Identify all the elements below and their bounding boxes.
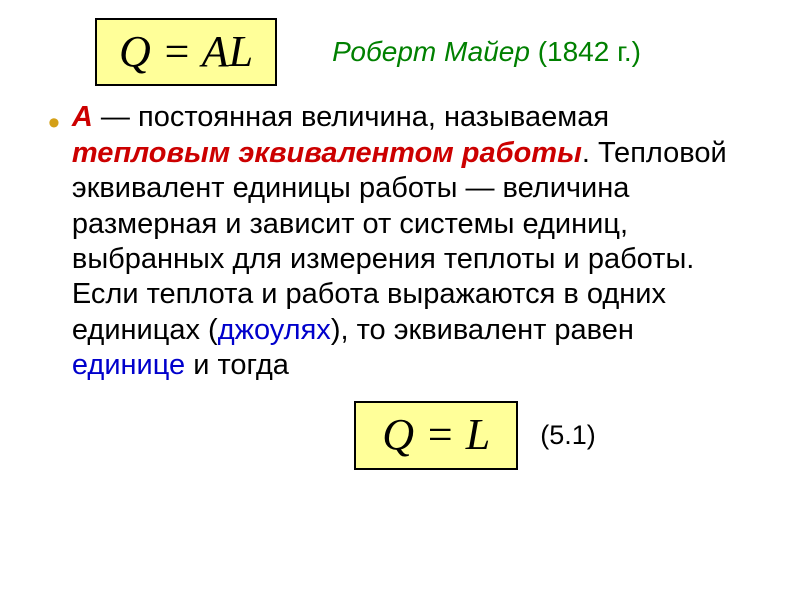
formula-q-equals-l: Q = L xyxy=(354,401,518,469)
formula-q-equals-al: Q = AL xyxy=(95,18,277,86)
bullet-paragraph: • А — постоянная величина, называемая те… xyxy=(48,100,752,383)
formula2-var-q: Q xyxy=(382,410,414,459)
unit-joules: джоулях xyxy=(218,314,331,346)
formula-var-l: L xyxy=(229,27,253,76)
formula2-var-l: L xyxy=(466,410,490,459)
text-dash: — xyxy=(93,101,138,133)
formula-var-a: A xyxy=(202,27,229,76)
body-paragraph: А — постоянная величина, называемая тепл… xyxy=(72,100,752,383)
value-unity: единице xyxy=(72,349,185,381)
formula-eq: = xyxy=(151,27,202,76)
author-year: (1842 г.) xyxy=(530,36,641,67)
formula2-eq: = xyxy=(414,410,466,459)
bottom-formula-row: Q = L (5.1) xyxy=(48,401,752,469)
term-thermal-equivalent: тепловым эквивалентом работы xyxy=(72,137,582,169)
author-name: Роберт Майер xyxy=(332,36,530,67)
main-content: • А — постоянная величина, называемая те… xyxy=(0,86,800,469)
formula-var-q: Q xyxy=(119,27,151,76)
equation-number: (5.1) xyxy=(540,420,596,451)
text-3: ), то эквивалент равен xyxy=(331,314,634,346)
text-1: постоянная величина, называемая xyxy=(138,101,609,133)
header-row: Q = AL Роберт Майер (1842 г.) xyxy=(0,0,800,86)
bullet-icon: • xyxy=(48,106,60,140)
author-credit: Роберт Майер (1842 г.) xyxy=(332,36,641,68)
text-4: и тогда xyxy=(185,349,289,381)
var-a-red: А xyxy=(72,101,93,133)
